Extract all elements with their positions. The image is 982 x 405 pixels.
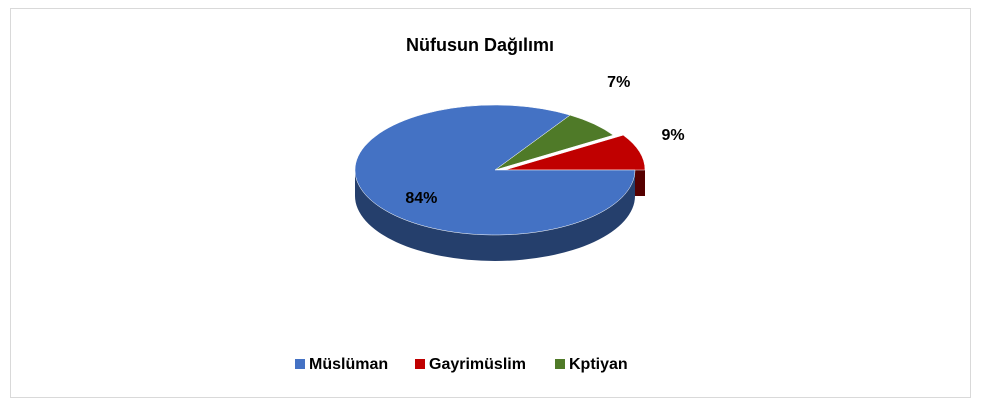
legend-swatch <box>295 359 305 369</box>
legend-label: Gayrimüslim <box>429 356 526 373</box>
legend-swatch <box>415 359 425 369</box>
pie-side <box>355 170 635 261</box>
pie-slice <box>354 104 636 236</box>
pie-slice <box>504 134 646 171</box>
data-label: 9% <box>661 127 684 144</box>
legend-label: Müslüman <box>309 356 388 373</box>
data-label: 7% <box>607 74 630 91</box>
chart-title: Nüfusun Dağılımı <box>406 35 554 55</box>
legend-label: Kptiyan <box>569 356 628 373</box>
data-label: 84% <box>405 190 437 207</box>
legend-swatch <box>555 359 565 369</box>
